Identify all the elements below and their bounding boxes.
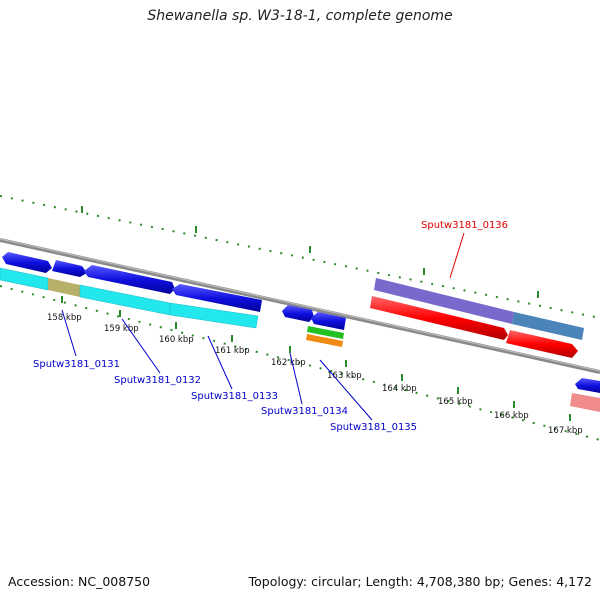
cds-arrow[interactable] <box>84 265 175 294</box>
gene-label[interactable]: Sputw3181_0134 <box>261 406 348 417</box>
rna-arrow[interactable] <box>506 330 578 358</box>
accession-label: Accession: NC_008750 <box>8 574 151 589</box>
tick-label: 165 kbp <box>438 397 473 407</box>
inner-tick-arc <box>0 285 600 441</box>
gene-region-bars[interactable] <box>0 267 600 412</box>
feature-bar-pink[interactable] <box>570 393 600 412</box>
gene-label[interactable]: Sputw3181_0132 <box>114 375 201 386</box>
tick-label: 163 kbp <box>327 371 362 381</box>
page-title: Shewanella sp. W3-18-1, complete genome <box>147 8 453 24</box>
gene-labels[interactable]: Sputw3181_0131 Sputw3181_0132 Sputw3181_… <box>33 220 508 433</box>
tick-label: 160 kbp <box>159 335 194 345</box>
tick-label: 161 kbp <box>215 346 250 356</box>
small-features[interactable] <box>306 326 344 347</box>
cds-arrow[interactable] <box>311 312 346 330</box>
cds-arrow[interactable] <box>172 284 262 312</box>
gene-label[interactable]: Sputw3181_0133 <box>191 391 278 402</box>
feature-bar-green[interactable] <box>307 326 344 339</box>
tick-label: 166 kbp <box>494 411 529 421</box>
tick-label: 167 kbp <box>548 426 583 436</box>
inner-ticks <box>61 296 571 421</box>
tick-label: 162 kbp <box>271 358 306 368</box>
genome-backbone <box>0 238 600 374</box>
outer-tick-arc <box>0 195 600 319</box>
cds-arrow[interactable] <box>282 305 314 322</box>
cds-arrow[interactable] <box>52 260 87 277</box>
tick-label: 164 kbp <box>382 384 417 394</box>
gene-label[interactable]: Sputw3181_0131 <box>33 359 120 370</box>
feature-bar-steel[interactable] <box>512 312 584 340</box>
genome-stats-label: Topology: circular; Length: 4,708,380 bp… <box>248 574 592 589</box>
forward-cds-features[interactable] <box>2 252 600 393</box>
cds-arrow[interactable] <box>575 378 600 393</box>
feature-bar-orange[interactable] <box>306 334 343 347</box>
feature-bar-purple[interactable] <box>374 278 514 324</box>
rrna-region[interactable] <box>370 278 584 358</box>
gene-label[interactable]: Sputw3181_0135 <box>330 422 417 433</box>
feature-bar-cyan[interactable] <box>169 302 259 329</box>
rna-arrow[interactable] <box>370 296 508 340</box>
tick-label: 159 kbp <box>104 324 139 334</box>
cds-arrow[interactable] <box>2 252 52 273</box>
feature-bar-khaki[interactable] <box>48 278 80 297</box>
gene-label[interactable]: Sputw3181_0136 <box>421 220 508 231</box>
label-leaders <box>61 232 465 421</box>
